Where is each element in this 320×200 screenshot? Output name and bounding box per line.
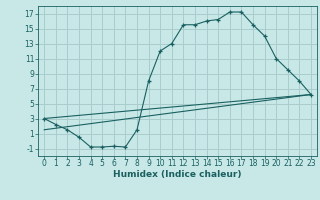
X-axis label: Humidex (Indice chaleur): Humidex (Indice chaleur) [113,170,242,179]
